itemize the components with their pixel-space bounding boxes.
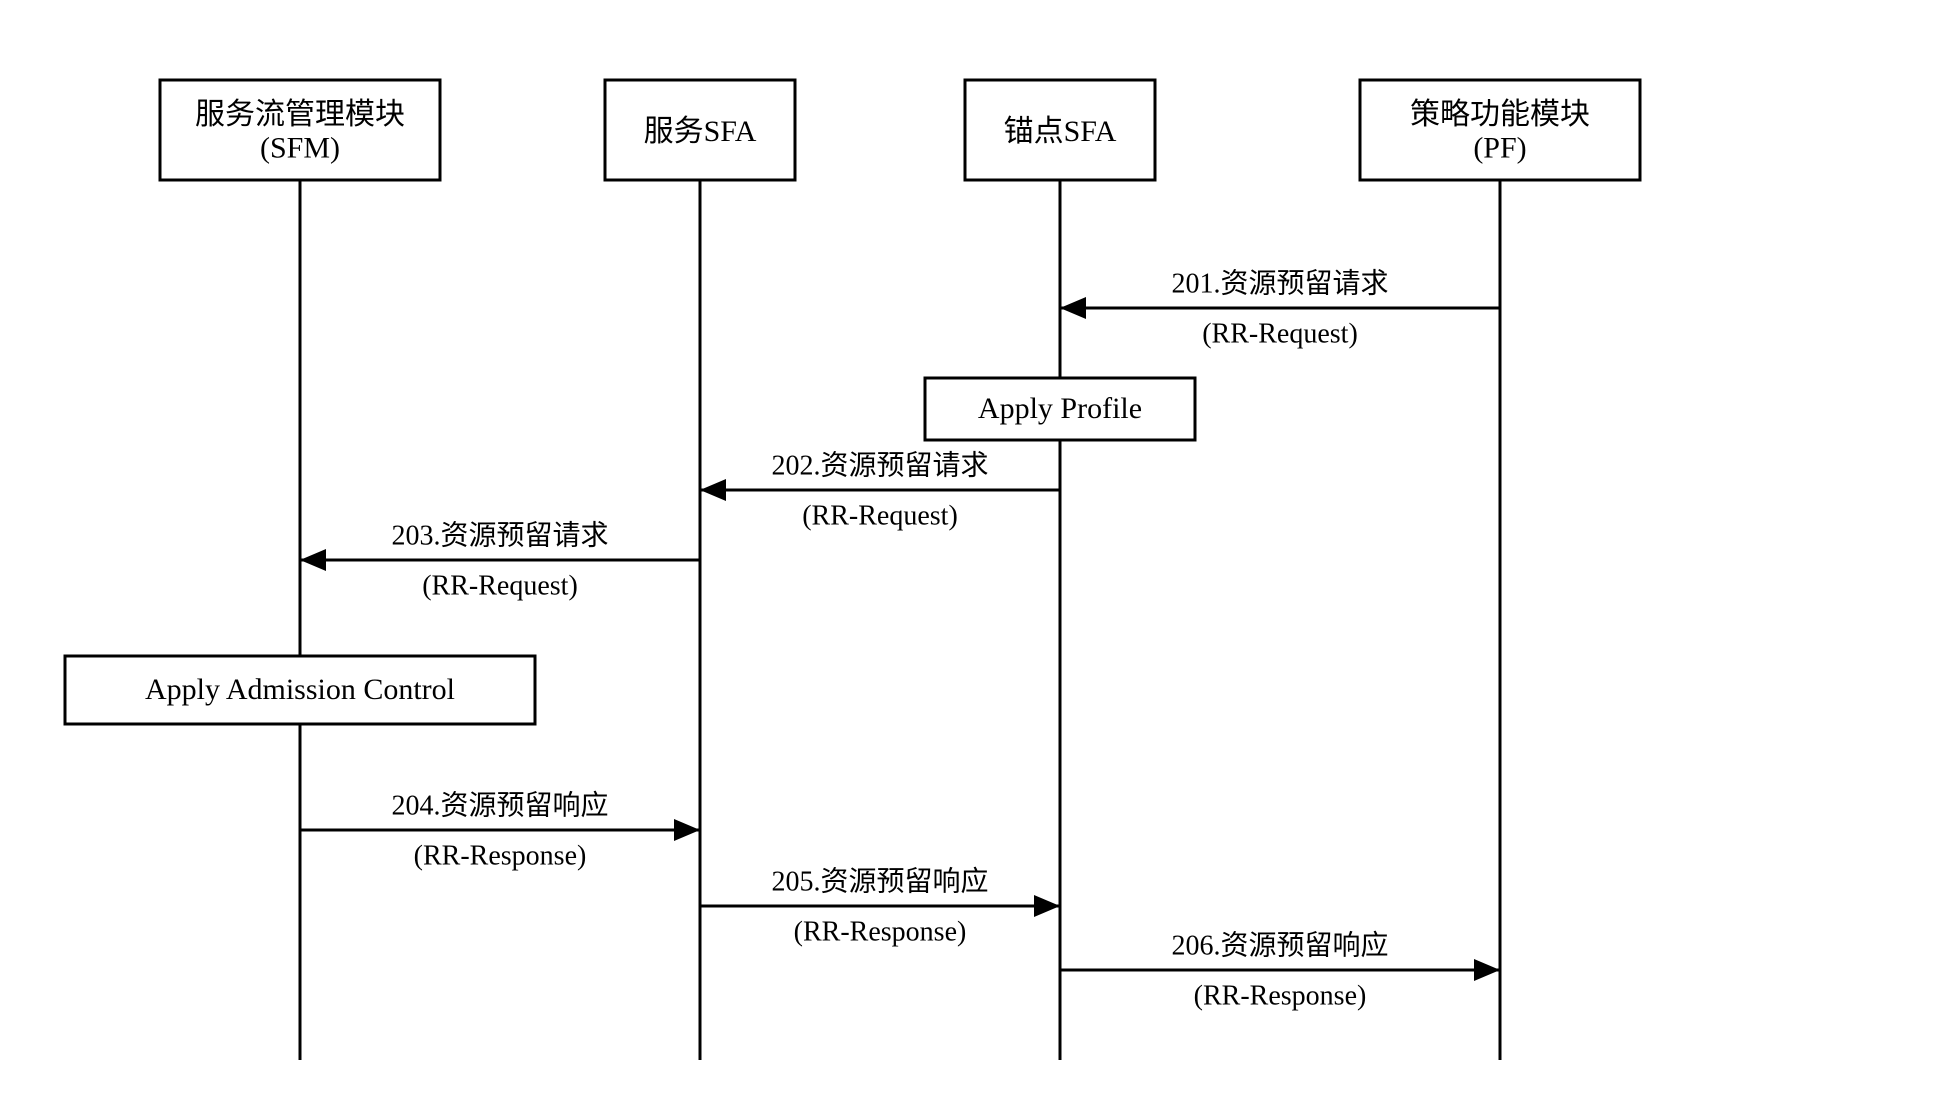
message-3-label-1: (RR-Response) xyxy=(414,840,587,871)
actor-pf-label-1: (PF) xyxy=(1473,132,1526,165)
message-4-label-0: 205.资源预留响应 xyxy=(771,865,988,897)
process-box-1: Apply Admission Control xyxy=(65,656,535,724)
message-1-label-1: (RR-Request) xyxy=(802,500,958,531)
message-3-label-0: 204.资源预留响应 xyxy=(391,789,608,821)
process-box-0: Apply Profile xyxy=(925,378,1195,440)
message-5-label-0: 206.资源预留响应 xyxy=(1171,929,1388,961)
actor-ssfa-label-0: 服务SFA xyxy=(644,115,757,148)
actor-sfm-label-1: (SFM) xyxy=(260,132,340,165)
message-2-label-0: 203.资源预留请求 xyxy=(391,519,608,551)
message-0-label-0: 201.资源预留请求 xyxy=(1171,267,1388,299)
sequence-diagram: 服务流管理模块(SFM) 服务SFA 锚点SFA 策略功能模块(PF) Apply Pr… xyxy=(0,0,1936,1094)
process-box-1-label: Apply Admission Control xyxy=(145,673,455,706)
message-0-label-1: (RR-Request) xyxy=(1202,318,1358,349)
message-1-label-0: 202.资源预留请求 xyxy=(771,449,988,481)
message-4-label-1: (RR-Response) xyxy=(794,916,967,947)
actor-sfm-label-0: 服务流管理模块 xyxy=(195,98,405,131)
message-5-label-1: (RR-Response) xyxy=(1194,980,1367,1011)
message-2-label-1: (RR-Request) xyxy=(422,570,578,601)
process-box-0-label: Apply Profile xyxy=(978,392,1142,425)
actor-asfa-label-0: 锚点SFA xyxy=(1004,115,1117,148)
actor-pf-label-0: 策略功能模块 xyxy=(1410,98,1590,131)
